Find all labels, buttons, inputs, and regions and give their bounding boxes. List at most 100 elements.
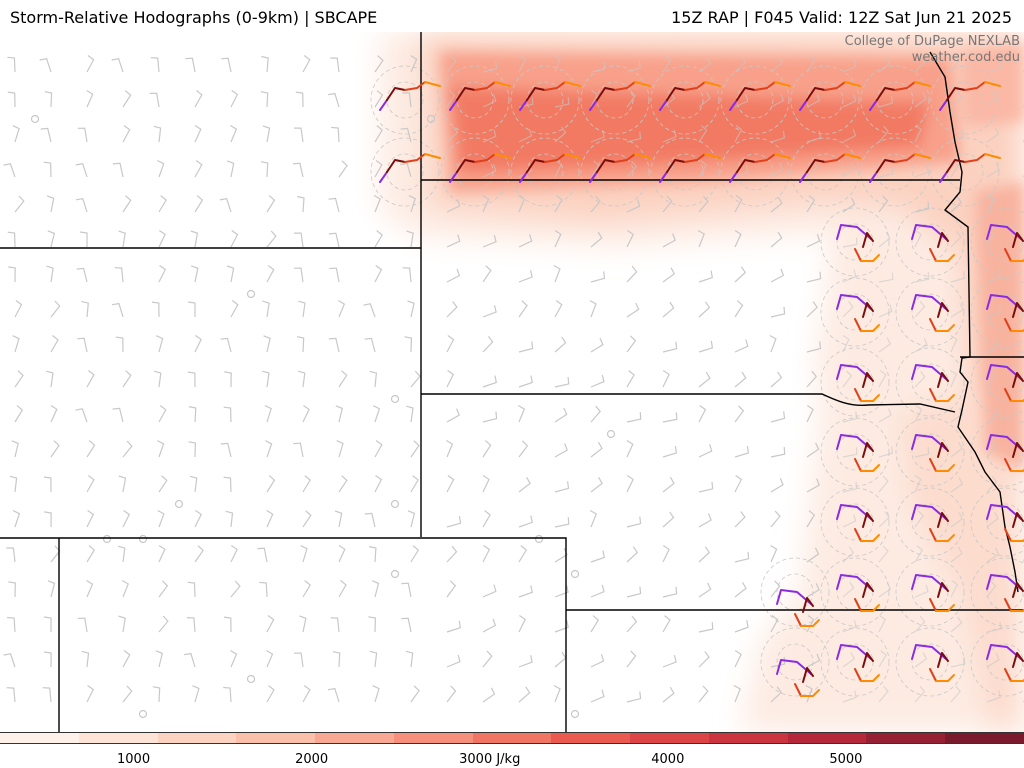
- range-ring: [820, 487, 890, 557]
- hodograph: [836, 294, 880, 332]
- wind-barb: [770, 411, 786, 423]
- colorbar-segment: [0, 733, 79, 743]
- wind-barb: [7, 616, 16, 633]
- hodograph-trace: [519, 99, 528, 111]
- wind-barb: [662, 545, 670, 563]
- wind-barb: [80, 231, 88, 247]
- map-canvas[interactable]: [0, 32, 1024, 732]
- range-ring: [820, 627, 890, 697]
- hodograph-trace: [774, 153, 791, 159]
- range-ring: [760, 627, 830, 697]
- wind-barb: [292, 162, 304, 178]
- wind-barb: [446, 301, 458, 318]
- range-ring: [970, 487, 1024, 557]
- wind-barb: [914, 545, 924, 563]
- wind-barb: [914, 405, 923, 423]
- wind-barb: [14, 370, 24, 388]
- hodograph-trace: [824, 153, 846, 163]
- wind-barb: [878, 685, 889, 703]
- range-ring: [970, 627, 1024, 697]
- wind-barb: [770, 93, 785, 108]
- wind-barb: [50, 335, 59, 353]
- hodograph-trace: [802, 597, 814, 613]
- wind-barb: [402, 267, 412, 283]
- calm-wind-marker: [246, 674, 256, 684]
- wind-barb: [554, 229, 562, 248]
- wind-barb: [122, 650, 131, 668]
- wind-barb: [842, 269, 857, 283]
- range-ring: [440, 65, 510, 135]
- border-river: [929, 51, 1019, 593]
- wind-barb: [230, 649, 238, 668]
- wind-barb: [75, 408, 88, 423]
- wind-barb: [224, 371, 232, 388]
- hodograph-trace: [836, 434, 872, 450]
- hodograph-trace: [589, 99, 598, 111]
- hodograph-trace: [776, 589, 812, 605]
- wind-barb: [262, 370, 270, 388]
- wind-barb: [806, 93, 821, 108]
- wind-barb: [338, 580, 347, 598]
- wind-barb: [81, 650, 90, 668]
- wind-barb: [590, 337, 604, 353]
- wind-barb: [12, 510, 21, 528]
- calm-wind-marker: [390, 499, 400, 509]
- wind-barb: [262, 300, 270, 318]
- range-ring: [440, 137, 510, 207]
- wind-barb: [842, 237, 858, 248]
- wind-barb: [914, 165, 929, 178]
- wind-barb: [698, 481, 714, 493]
- wind-barb: [554, 336, 567, 353]
- hodograph-trace: [526, 159, 546, 173]
- wind-barb: [75, 163, 88, 178]
- wind-barb: [400, 162, 412, 178]
- wind-barb: [986, 370, 996, 388]
- wind-barb: [446, 370, 455, 388]
- wind-barb: [122, 440, 133, 458]
- wind-barb: [482, 650, 493, 668]
- wind-barb: [302, 685, 311, 703]
- wind-barb: [590, 689, 605, 703]
- range-ring: [580, 65, 650, 135]
- wind-barb: [225, 510, 234, 528]
- wind-barb: [328, 232, 340, 248]
- hodograph-trace: [854, 458, 862, 472]
- wind-barb: [374, 265, 383, 283]
- wind-barb: [770, 56, 783, 73]
- colorbar-segment: [708, 733, 788, 743]
- wind-barb: [914, 125, 922, 143]
- wind-barb: [446, 620, 461, 633]
- range-ring: [650, 65, 720, 135]
- wind-barb: [950, 271, 966, 283]
- hodograph-trace: [1010, 538, 1024, 542]
- wind-barb: [410, 370, 421, 388]
- colorbar-segment: [236, 733, 316, 743]
- hodograph-trace: [854, 528, 862, 542]
- wind-barb: [698, 546, 711, 563]
- wind-barb: [158, 580, 169, 598]
- hodograph-trace: [986, 224, 1022, 240]
- wind-barb: [86, 370, 95, 388]
- wind-barb: [230, 580, 241, 598]
- wind-barb: [842, 514, 857, 528]
- wind-barb: [150, 57, 160, 73]
- wind-barb: [86, 545, 96, 563]
- wind-barb: [220, 337, 232, 353]
- wind-barb: [3, 653, 16, 668]
- hodograph: [911, 644, 955, 682]
- colorbar-segment: [630, 733, 709, 743]
- wind-barb: [482, 545, 491, 563]
- hodograph-trace: [946, 159, 966, 173]
- wind-barb: [986, 547, 1000, 563]
- wind-barb: [260, 161, 269, 178]
- hodograph-trace: [1004, 388, 1012, 402]
- range-ring: [895, 417, 965, 487]
- hodograph: [836, 364, 880, 402]
- wind-barb: [986, 580, 997, 598]
- calm-wind-marker: [138, 709, 148, 719]
- wind-barb: [986, 690, 1001, 703]
- wind-barb: [223, 686, 232, 703]
- wind-barb: [190, 265, 199, 283]
- wind-barb: [697, 229, 705, 248]
- wind-barb: [769, 334, 777, 353]
